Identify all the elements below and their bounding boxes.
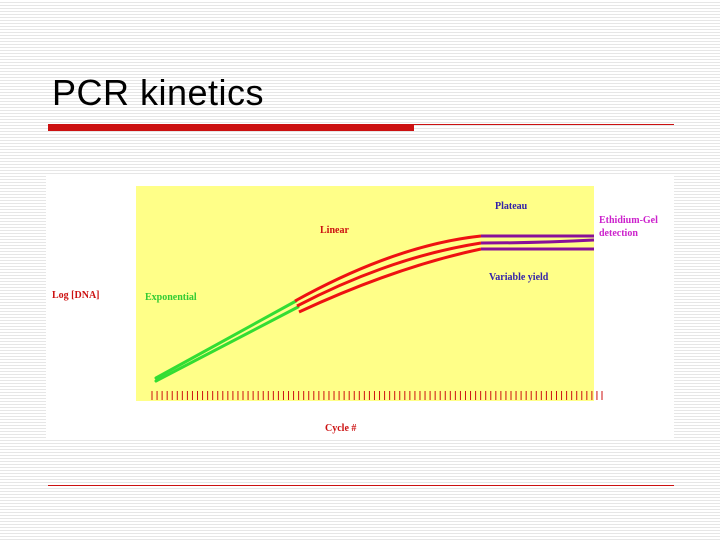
exponential-curve-upper <box>154 299 298 380</box>
pcr-kinetics-figure: Log [DNA] Exponential Linear Plateau Var… <box>46 175 674 438</box>
variable-yield-label: Variable yield <box>489 272 549 283</box>
pcr-kinetics-diagram: Log [DNA] Exponential Linear Plateau Var… <box>52 186 658 434</box>
exponential-curve-lower <box>154 305 300 383</box>
exponential-label: Exponential <box>145 292 197 303</box>
x-axis-label: Cycle # <box>325 423 356 434</box>
plateau-label: Plateau <box>495 201 528 212</box>
footer-rule <box>48 485 674 486</box>
plot-area <box>136 186 594 401</box>
linear-curve-lower <box>298 247 482 314</box>
y-axis-label: Log [DNA] <box>52 290 100 301</box>
linear-curve-upper <box>294 234 482 303</box>
title-underline-accent <box>48 124 414 131</box>
linear-curve-middle <box>296 241 482 308</box>
cycle-tick-marks <box>151 391 603 400</box>
plateau-curve-middle <box>480 238 595 245</box>
detection-label-line1: Ethidium-Gel <box>599 215 658 226</box>
title-underline-rule <box>414 124 674 125</box>
slide-title: PCR kinetics <box>52 72 265 113</box>
detection-label-line2: detection <box>599 228 638 239</box>
linear-label: Linear <box>320 225 349 236</box>
